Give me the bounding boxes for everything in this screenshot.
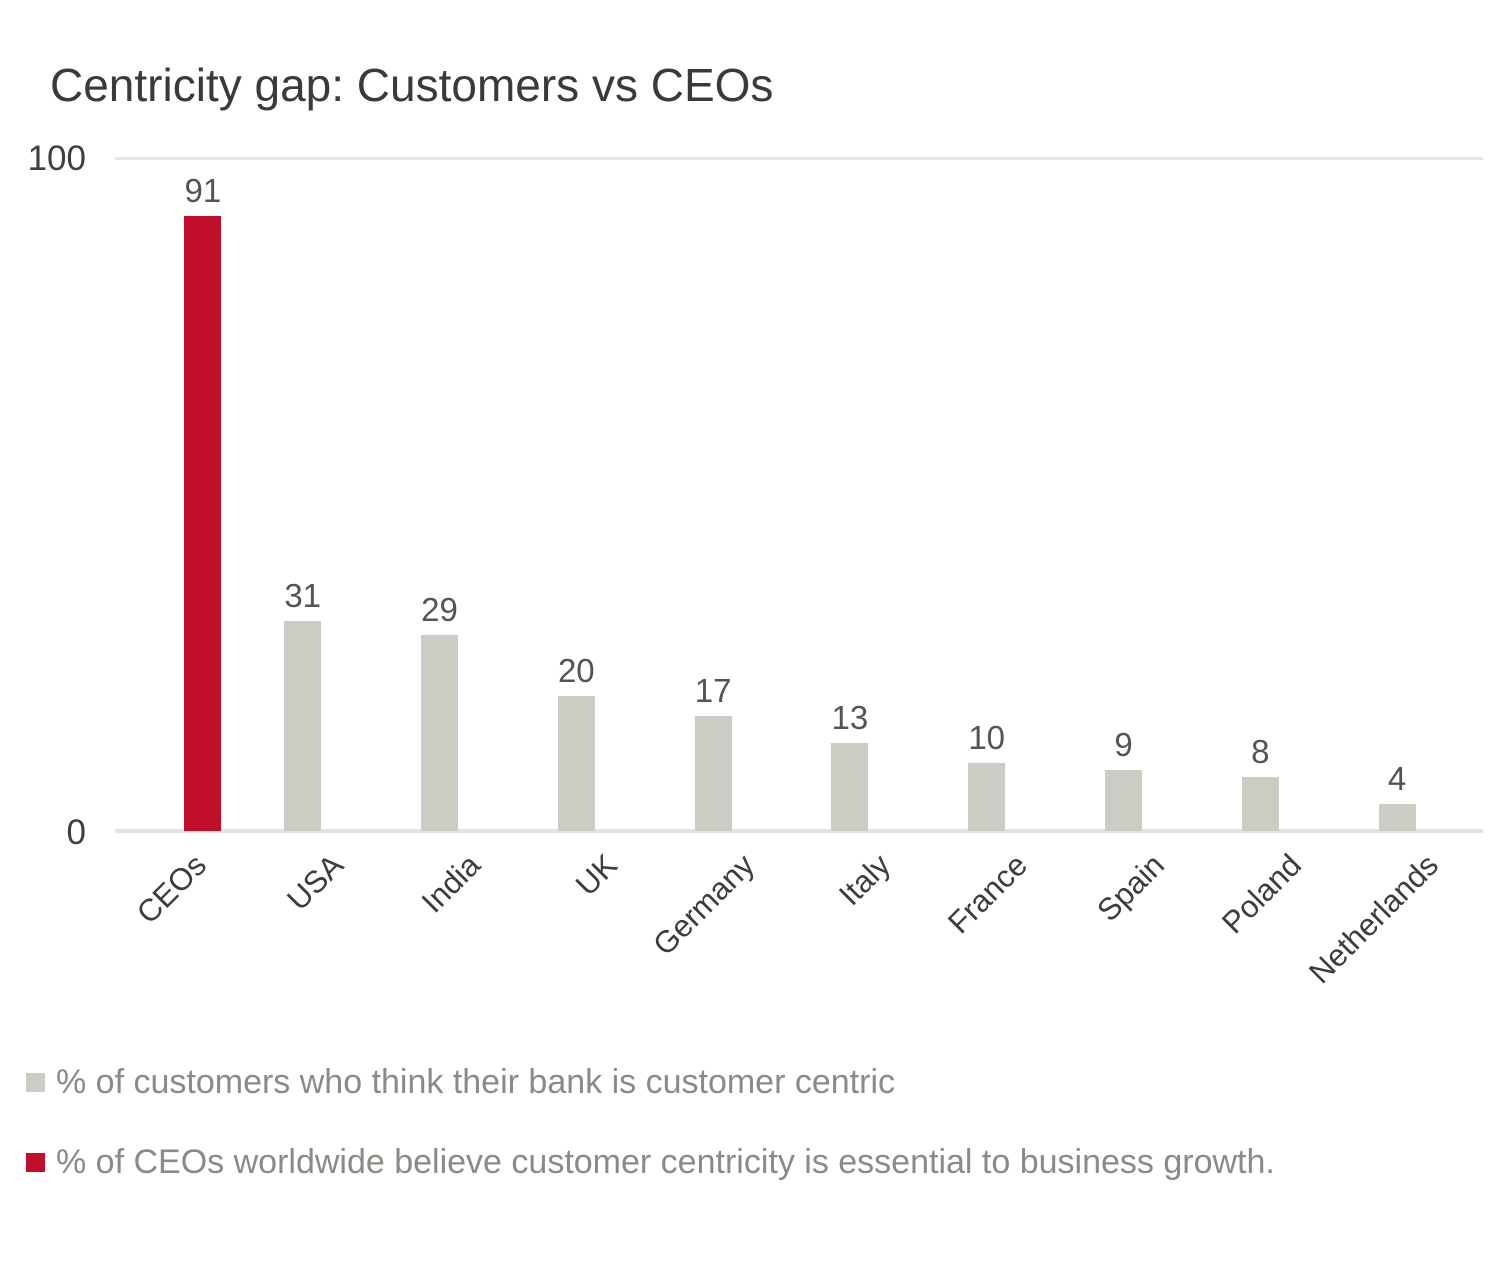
- bar-value-label-germany: 17: [694, 672, 732, 709]
- bar-value-label-ceos: 91: [184, 172, 222, 209]
- bar-spain: [1105, 770, 1142, 831]
- bar-value-label-india: 29: [421, 591, 458, 628]
- legend-swatch-ceos-icon: [26, 1152, 45, 1172]
- bar-poland: [1241, 777, 1279, 831]
- bar-india: [421, 635, 458, 831]
- bar-italy: [831, 743, 869, 831]
- bar-germany: [694, 716, 732, 831]
- legend-label-customers: % of customers who think their bank is c…: [56, 1062, 895, 1101]
- bar-value-label-netherlands: 4: [1387, 760, 1407, 797]
- legend-item-ceos: % of CEOs worldwide believe customer cen…: [26, 1140, 1486, 1184]
- bar-value-label-usa: 31: [284, 577, 322, 614]
- bar-usa: [284, 621, 322, 831]
- legend-swatch-customers-icon: [26, 1072, 45, 1092]
- bar-value-label-france: 10: [968, 719, 1006, 756]
- legend-label-ceos: % of CEOs worldwide believe customer cen…: [56, 1142, 1275, 1181]
- y-axis-tick-0: 0: [66, 813, 86, 852]
- bar-value-label-spain: 9: [1114, 726, 1133, 763]
- x-axis-line: [115, 829, 1483, 833]
- legend-item-customers: % of customers who think their bank is c…: [26, 1060, 1486, 1104]
- y-axis-tick-100: 100: [27, 139, 86, 178]
- bar-netherlands: [1378, 804, 1416, 831]
- bar-value-label-uk: 20: [557, 652, 595, 689]
- bar-ceos: [184, 216, 222, 831]
- bar-uk: [557, 696, 595, 831]
- bar-value-label-poland: 8: [1251, 733, 1270, 770]
- chart-title: Centricity gap: Customers vs CEOs: [50, 59, 774, 111]
- legend: % of customers who think their bank is c…: [26, 1060, 1486, 1220]
- bar-france: [968, 763, 1006, 831]
- bar-value-label-italy: 13: [831, 699, 869, 736]
- gridline-100: [115, 157, 1483, 160]
